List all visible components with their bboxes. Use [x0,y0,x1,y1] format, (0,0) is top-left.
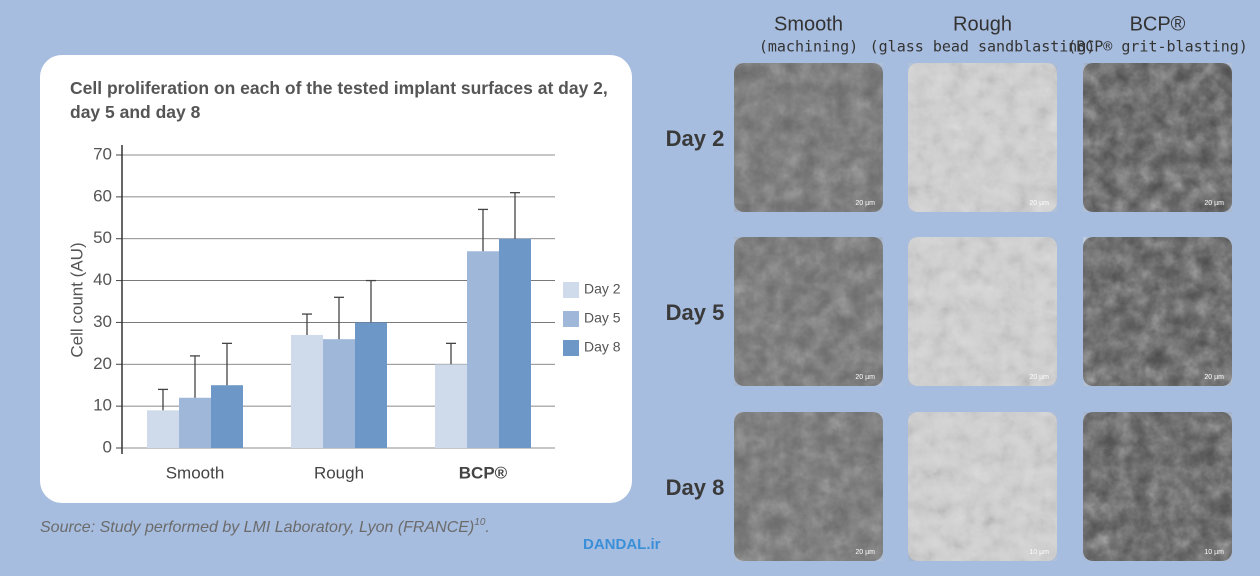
source-part: Source: Study performed by LMI Laborator… [40,519,474,536]
sem-texture [734,412,883,561]
scale-label: 20 µm [1029,374,1049,381]
y-tick-label: 70 [93,144,112,163]
source-note: Source: Study performed by LMI Laborator… [40,517,490,537]
watermark: DANDAL.ir [583,536,661,553]
chart-title: Cell proliferation on each of the tested… [70,78,608,122]
scale-label: 20 µm [855,200,875,207]
bar [147,410,179,448]
sem-texture [908,63,1057,212]
bar [211,385,243,448]
sem-texture [1083,237,1232,386]
legend-label: Day 2 [584,281,621,297]
scale-label: 20 µm [1204,200,1224,207]
sem-texture [734,63,883,212]
bar [499,238,531,448]
x-tick-label: BCP® [459,463,508,482]
bar [435,364,467,448]
bar [355,322,387,448]
y-axis-label: Cell count (AU) [67,242,86,357]
legend-swatch [563,340,579,356]
column-title: BCP® [1130,13,1186,35]
row-label: Day 8 [666,475,725,500]
column-subtitle: (glass bead sandblasting) [870,38,1096,56]
sem-texture [908,237,1057,386]
scale-label: 20 µm [855,374,875,381]
source-part: . [485,519,489,536]
legend-swatch [563,311,579,327]
scale-label: 20 µm [1029,200,1049,207]
bar [179,397,211,448]
x-tick-label: Smooth [166,463,225,482]
y-tick-label: 50 [93,228,112,247]
row-label: Day 2 [666,126,725,151]
bar [323,339,355,448]
sem-texture [1083,412,1232,561]
bar [291,334,323,448]
sem-texture [1083,63,1232,212]
legend-label: Day 5 [584,310,621,326]
y-tick-label: 20 [93,354,112,373]
scale-label: 10 µm [1204,549,1224,556]
scale-label: 10 µm [1029,549,1049,556]
y-tick-label: 10 [93,396,112,415]
bar [467,251,499,448]
sem-texture [734,237,883,386]
legend-swatch [563,282,579,298]
legend-label: Day 8 [584,339,621,355]
y-tick-label: 0 [103,437,112,456]
y-tick-label: 60 [93,186,112,205]
y-tick-label: 40 [93,270,112,289]
sem-texture [908,412,1057,561]
scale-label: 20 µm [1204,374,1224,381]
column-title: Smooth [774,13,843,35]
column-subtitle: (BCP® grit-blasting) [1067,38,1248,56]
x-tick-label: Rough [314,463,364,482]
column-subtitle: (machining) [759,38,858,56]
y-tick-label: 30 [93,312,112,331]
row-label: Day 5 [666,300,725,325]
scale-label: 20 µm [855,549,875,556]
source-part: 10 [474,517,486,528]
column-title: Rough [953,13,1012,35]
